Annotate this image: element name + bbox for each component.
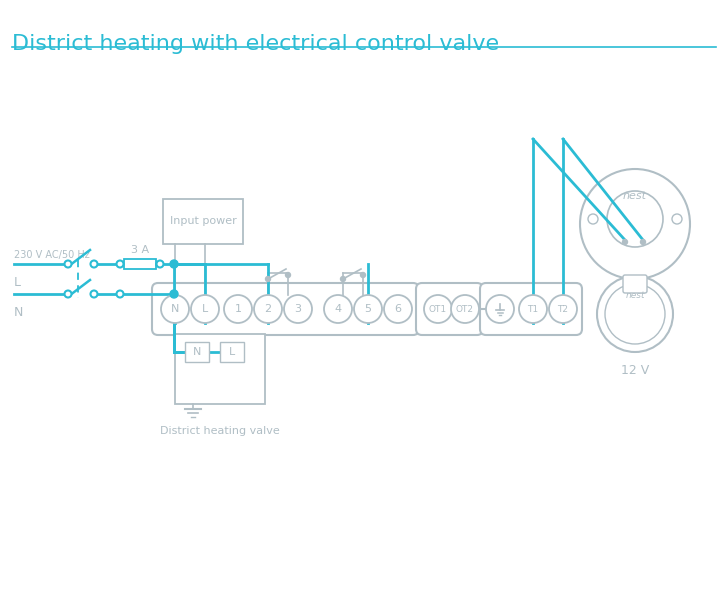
Text: Input power: Input power (170, 216, 237, 226)
Text: 1: 1 (234, 304, 242, 314)
Circle shape (672, 214, 682, 224)
Circle shape (424, 295, 452, 323)
Text: District heating with electrical control valve: District heating with electrical control… (12, 34, 499, 54)
Text: L: L (229, 347, 235, 357)
Circle shape (384, 295, 412, 323)
Circle shape (451, 295, 479, 323)
Circle shape (641, 239, 646, 245)
Text: 2: 2 (264, 304, 272, 314)
Circle shape (285, 273, 290, 277)
Circle shape (161, 295, 189, 323)
Circle shape (116, 261, 124, 267)
Text: OT2: OT2 (456, 305, 474, 314)
Text: L: L (14, 276, 21, 289)
Circle shape (157, 261, 164, 267)
Bar (163, 199, 243, 244)
FancyBboxPatch shape (480, 283, 582, 335)
Circle shape (65, 290, 71, 298)
Circle shape (597, 276, 673, 352)
Bar (185, 342, 209, 362)
FancyBboxPatch shape (416, 283, 483, 335)
Circle shape (607, 191, 663, 247)
Text: 5: 5 (365, 304, 371, 314)
Circle shape (90, 261, 98, 267)
Circle shape (170, 290, 178, 298)
Text: T1: T1 (528, 305, 539, 314)
Text: 3 A: 3 A (131, 245, 149, 255)
Text: T2: T2 (558, 305, 569, 314)
Circle shape (588, 214, 598, 224)
Circle shape (324, 295, 352, 323)
FancyBboxPatch shape (152, 283, 419, 335)
Text: 12 V: 12 V (621, 364, 649, 377)
Circle shape (486, 295, 514, 323)
Text: 230 V AC/50 Hz: 230 V AC/50 Hz (14, 250, 90, 260)
Bar (220, 342, 244, 362)
Circle shape (266, 276, 271, 282)
Text: 4: 4 (334, 304, 341, 314)
Circle shape (605, 284, 665, 344)
Circle shape (622, 239, 628, 245)
Text: nest: nest (625, 292, 645, 301)
Circle shape (354, 295, 382, 323)
Bar (175, 334, 265, 404)
Text: N: N (171, 304, 179, 314)
Circle shape (580, 169, 690, 279)
Text: 3: 3 (295, 304, 301, 314)
Text: L: L (202, 304, 208, 314)
Text: 6: 6 (395, 304, 402, 314)
Circle shape (284, 295, 312, 323)
Circle shape (254, 295, 282, 323)
Circle shape (224, 295, 252, 323)
Circle shape (65, 261, 71, 267)
Circle shape (341, 276, 346, 282)
Circle shape (90, 290, 98, 298)
FancyBboxPatch shape (623, 275, 647, 293)
Circle shape (519, 295, 547, 323)
Circle shape (191, 295, 219, 323)
Bar (124, 259, 156, 269)
Text: OT1: OT1 (429, 305, 447, 314)
Circle shape (116, 290, 124, 298)
Circle shape (360, 273, 365, 277)
Circle shape (549, 295, 577, 323)
Text: District heating valve: District heating valve (160, 426, 280, 436)
Text: N: N (14, 306, 23, 319)
Text: nest: nest (623, 191, 647, 201)
Circle shape (170, 260, 178, 268)
Text: N: N (193, 347, 201, 357)
